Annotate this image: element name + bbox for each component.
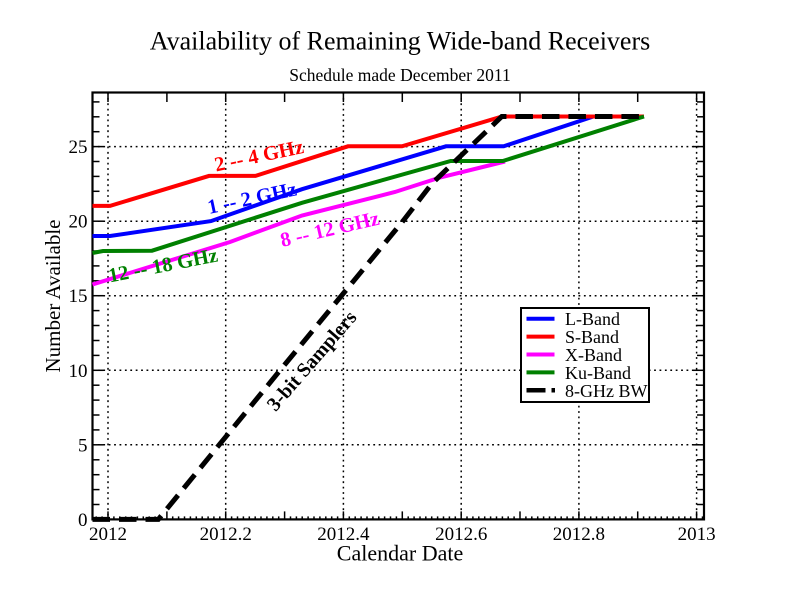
svg-text:0: 0 xyxy=(78,510,88,531)
svg-text:L-Band: L-Band xyxy=(565,309,620,329)
svg-text:5: 5 xyxy=(78,435,88,456)
svg-text:Availability of Remaining Wide: Availability of Remaining Wide-band Rece… xyxy=(150,27,651,56)
svg-text:1 -- 2 GHz: 1 -- 2 GHz xyxy=(206,179,299,219)
svg-text:2 -- 4 GHz: 2 -- 4 GHz xyxy=(213,136,306,176)
svg-text:2012: 2012 xyxy=(89,524,127,545)
svg-text:S-Band: S-Band xyxy=(565,327,619,347)
svg-text:2013: 2013 xyxy=(678,524,716,545)
svg-text:8 -- 12 GHz: 8 -- 12 GHz xyxy=(278,208,381,252)
svg-text:2012.4: 2012.4 xyxy=(317,524,370,545)
svg-text:2012.2: 2012.2 xyxy=(200,524,252,545)
svg-text:X-Band: X-Band xyxy=(565,345,622,365)
svg-text:Schedule made December 2011: Schedule made December 2011 xyxy=(289,65,510,85)
svg-text:25: 25 xyxy=(69,137,88,158)
svg-text:Calendar Date: Calendar Date xyxy=(337,541,463,566)
svg-text:Ku-Band: Ku-Band xyxy=(565,363,631,383)
svg-text:10: 10 xyxy=(69,361,88,382)
svg-text:Number Available: Number Available xyxy=(41,220,65,373)
svg-text:2012.8: 2012.8 xyxy=(553,524,605,545)
svg-text:15: 15 xyxy=(69,286,88,307)
svg-text:2012.6: 2012.6 xyxy=(435,524,487,545)
svg-text:8-GHz BW: 8-GHz BW xyxy=(565,381,647,401)
svg-text:20: 20 xyxy=(69,212,88,233)
svg-text:3-bit Samplers: 3-bit Samplers xyxy=(263,307,362,416)
